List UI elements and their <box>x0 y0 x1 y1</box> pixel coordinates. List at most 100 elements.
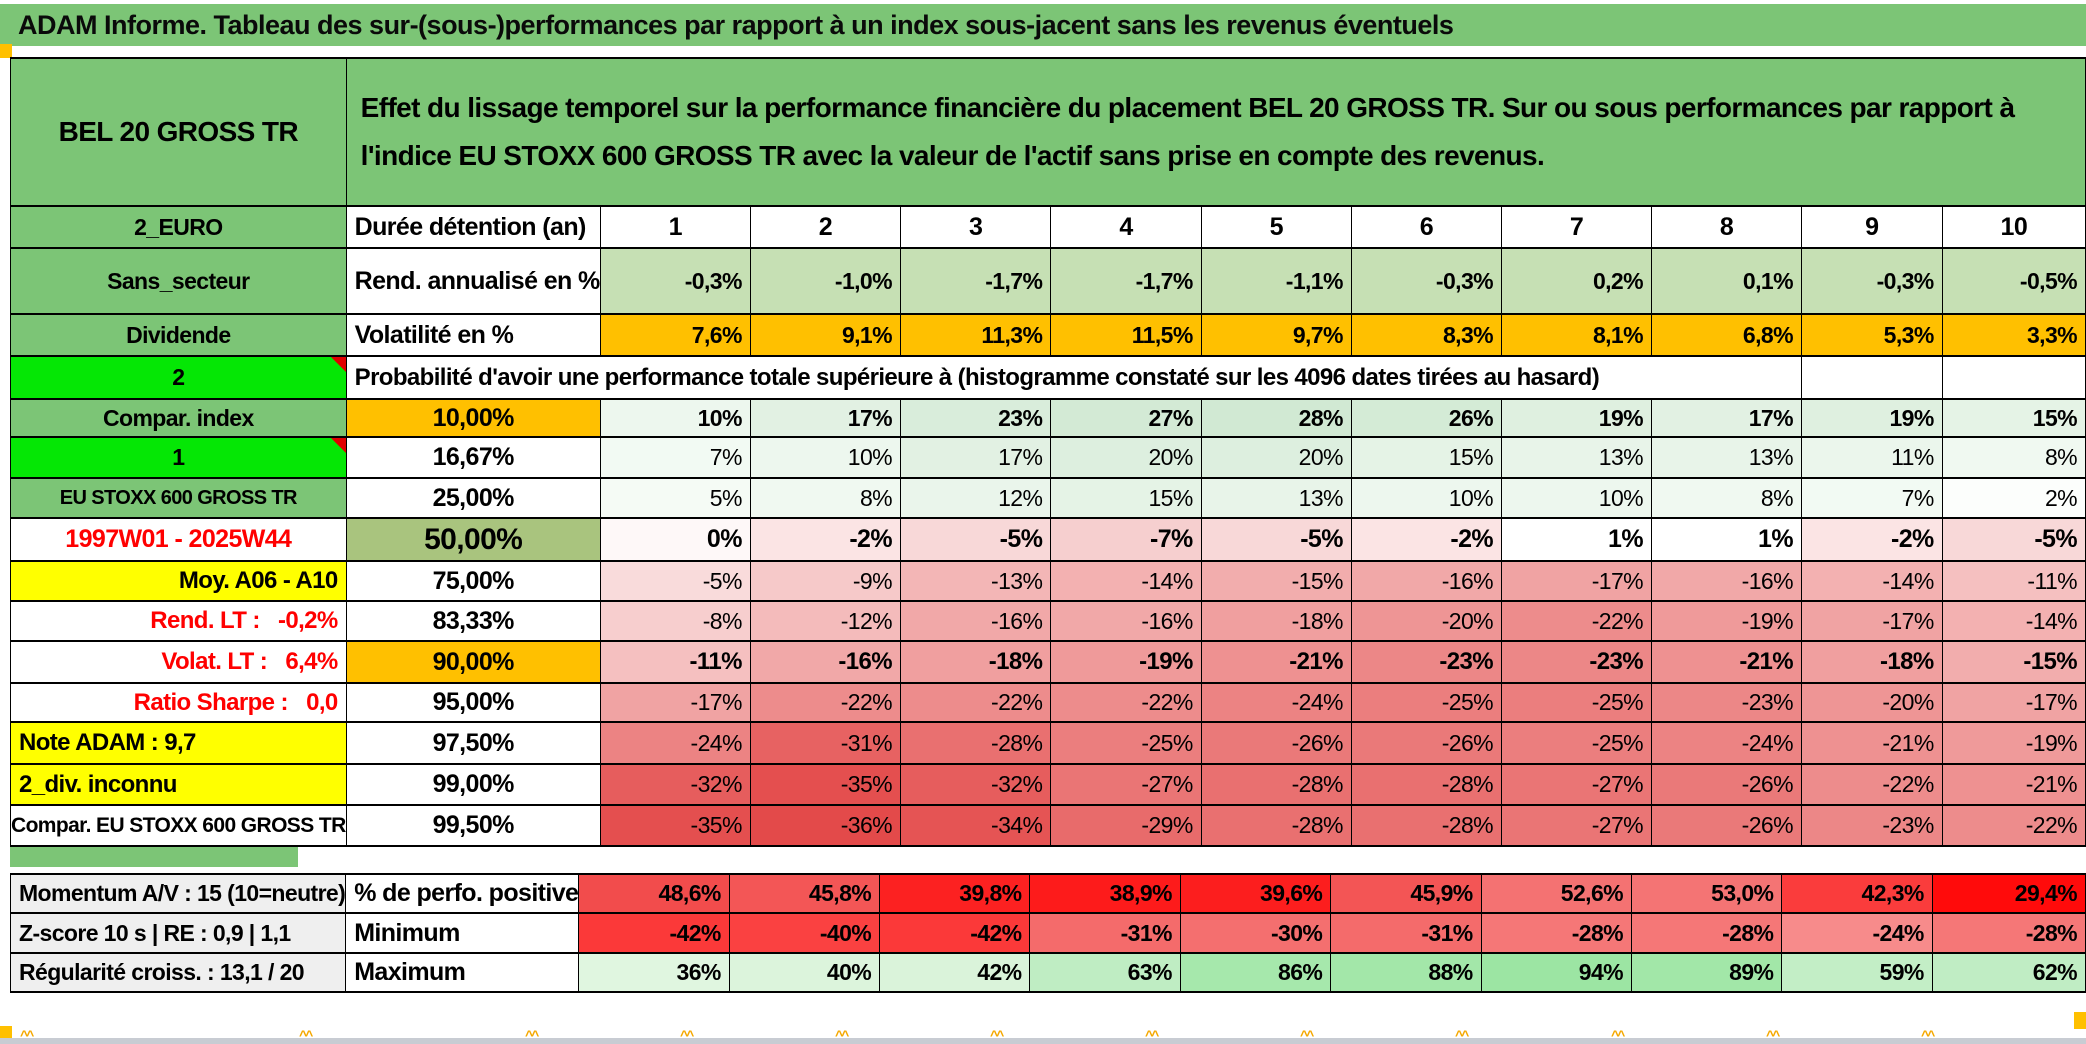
field-sector-cell[interactable]: Sans_secteur <box>10 247 347 315</box>
data-cell[interactable]: -28% <box>1480 912 1632 954</box>
zscore-cell[interactable]: Z-score 10 s | RE : 0,9 | 1,1 <box>9 912 347 954</box>
data-cell[interactable]: -16% <box>1650 560 1802 602</box>
data-cell[interactable]: -21% <box>1941 763 2086 806</box>
data-cell[interactable]: -19% <box>1941 721 2086 765</box>
data-cell[interactable]: 86% <box>1179 952 1332 993</box>
data-cell[interactable]: -31% <box>1330 912 1482 954</box>
data-cell[interactable]: -25% <box>1501 721 1652 765</box>
data-cell[interactable]: -16% <box>749 640 901 684</box>
data-cell[interactable]: 9,7% <box>1200 313 1352 357</box>
data-cell[interactable]: -23% <box>1800 804 1943 847</box>
data-cell[interactable]: 39,6% <box>1179 873 1332 914</box>
data-cell[interactable]: -32% <box>899 763 1052 806</box>
comment-cell[interactable]: 1 <box>10 436 347 479</box>
data-cell[interactable]: -19% <box>1050 640 1202 684</box>
threshold-cell[interactable]: 99,00% <box>345 763 601 806</box>
positive-perf-label[interactable]: % de perfo. positive <box>345 873 580 914</box>
data-cell[interactable]: -28% <box>1630 912 1783 954</box>
period-range-cell[interactable]: 1997W01 - 2025W44 <box>10 517 347 562</box>
data-cell[interactable]: 10% <box>1501 477 1652 519</box>
threshold-cell[interactable]: 10,00% <box>345 398 601 438</box>
data-cell[interactable]: -28% <box>1200 804 1352 847</box>
data-cell[interactable]: 5 <box>1200 205 1352 249</box>
data-cell[interactable]: 42% <box>879 952 1031 993</box>
data-cell[interactable]: -28% <box>899 721 1052 765</box>
data-cell[interactable]: -13% <box>899 560 1052 602</box>
data-cell[interactable]: 7,6% <box>599 313 751 357</box>
data-cell[interactable]: -7% <box>1050 517 1202 562</box>
data-cell[interactable]: 5,3% <box>1800 313 1943 357</box>
data-cell[interactable]: -2% <box>1800 517 1943 562</box>
data-cell[interactable]: -5% <box>1941 517 2086 562</box>
data-cell[interactable]: -11% <box>599 640 751 684</box>
note-adam-cell[interactable]: Note ADAM : 9,7 <box>10 721 347 765</box>
data-cell[interactable]: -40% <box>728 912 881 954</box>
data-cell[interactable]: -25% <box>1050 721 1202 765</box>
data-cell[interactable]: -22% <box>749 682 901 723</box>
data-cell[interactable]: -2% <box>749 517 901 562</box>
data-cell[interactable]: 7 <box>1501 205 1652 249</box>
data-cell[interactable]: 89% <box>1630 952 1783 993</box>
data-cell[interactable]: -5% <box>899 517 1052 562</box>
data-cell[interactable]: -12% <box>749 600 901 642</box>
minimum-label[interactable]: Minimum <box>345 912 580 954</box>
data-cell[interactable]: 9,1% <box>749 313 901 357</box>
data-cell[interactable]: 11,5% <box>1050 313 1202 357</box>
threshold-cell[interactable]: 95,00% <box>345 682 601 723</box>
data-cell[interactable]: -17% <box>599 682 751 723</box>
data-cell[interactable] <box>1800 355 1943 400</box>
data-cell[interactable]: -0,3% <box>599 247 751 315</box>
data-cell[interactable]: 0,1% <box>1650 247 1802 315</box>
data-cell[interactable]: -9% <box>749 560 901 602</box>
data-cell[interactable]: -36% <box>749 804 901 847</box>
data-cell[interactable]: -18% <box>1200 600 1352 642</box>
data-cell[interactable]: -1,0% <box>749 247 901 315</box>
data-cell[interactable]: -22% <box>1800 763 1943 806</box>
data-cell[interactable]: 15% <box>1050 477 1202 519</box>
data-cell[interactable]: 4 <box>1050 205 1202 249</box>
data-cell[interactable]: 2 <box>749 205 901 249</box>
data-cell[interactable]: -14% <box>1800 560 1943 602</box>
data-cell[interactable]: 7% <box>1800 477 1943 519</box>
data-cell[interactable]: 17% <box>899 436 1052 479</box>
data-cell[interactable]: -15% <box>1200 560 1352 602</box>
asset-title-cell[interactable]: BEL 20 GROSS TR <box>10 57 347 207</box>
data-cell[interactable]: -16% <box>1050 600 1202 642</box>
threshold-cell[interactable]: 75,00% <box>345 560 601 602</box>
data-cell[interactable]: 10 <box>1941 205 2086 249</box>
data-cell[interactable]: 28% <box>1200 398 1352 438</box>
data-cell[interactable]: -28% <box>1200 763 1352 806</box>
data-cell[interactable]: 48,6% <box>578 873 730 914</box>
data-cell[interactable]: 45,9% <box>1330 873 1482 914</box>
threshold-cell[interactable]: 16,67% <box>345 436 601 479</box>
data-cell[interactable]: -29% <box>1050 804 1202 847</box>
compar-index-cell[interactable]: Compar. index <box>10 398 347 438</box>
data-cell[interactable]: 19% <box>1800 398 1943 438</box>
data-cell[interactable]: 15% <box>1941 398 2086 438</box>
data-cell[interactable]: 38,9% <box>1029 873 1181 914</box>
data-cell[interactable]: 1% <box>1650 517 1802 562</box>
comment-cell[interactable]: 2 <box>10 355 347 400</box>
data-cell[interactable]: 17% <box>1650 398 1802 438</box>
data-cell[interactable]: 8% <box>1650 477 1802 519</box>
data-cell[interactable]: -27% <box>1501 804 1652 847</box>
data-cell[interactable]: -1,7% <box>899 247 1052 315</box>
data-cell[interactable]: 5% <box>599 477 751 519</box>
data-cell[interactable]: -18% <box>899 640 1052 684</box>
data-cell[interactable]: -42% <box>578 912 730 954</box>
ratio-sharpe-cell[interactable]: Ratio Sharpe : 0,0 <box>10 682 347 723</box>
data-cell[interactable]: 53,0% <box>1630 873 1783 914</box>
data-cell[interactable]: -16% <box>899 600 1052 642</box>
data-cell[interactable]: -1,7% <box>1050 247 1202 315</box>
threshold-cell[interactable]: 83,33% <box>345 600 601 642</box>
data-cell[interactable]: -25% <box>1501 682 1652 723</box>
data-cell[interactable]: 88% <box>1330 952 1482 993</box>
duration-header-cell[interactable]: Durée détention (an) <box>345 205 601 249</box>
data-cell[interactable]: -26% <box>1650 804 1802 847</box>
data-cell[interactable]: -27% <box>1050 763 1202 806</box>
div-inconnu-cell[interactable]: 2_div. inconnu <box>10 763 347 806</box>
data-cell[interactable]: 19% <box>1501 398 1652 438</box>
data-cell[interactable]: -17% <box>1501 560 1652 602</box>
data-cell[interactable]: 8,1% <box>1501 313 1652 357</box>
data-cell[interactable]: 1% <box>1501 517 1652 562</box>
